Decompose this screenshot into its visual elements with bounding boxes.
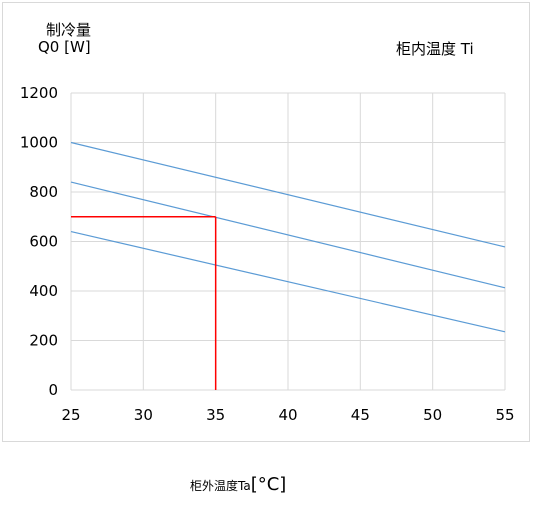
x-axis-unit: [°C] — [250, 474, 287, 495]
y-axis-label-line2: Q0 [W] — [38, 38, 91, 56]
grid — [70, 92, 506, 391]
y-tick-label: 400 — [29, 282, 58, 300]
series-group — [70, 141, 506, 333]
x-tick-label: 25 — [61, 406, 80, 424]
y-tick-label: 800 — [29, 183, 58, 201]
y-tick-label: 1200 — [20, 84, 58, 102]
y-tick-label: 0 — [48, 381, 58, 399]
series-line-3 — [70, 231, 506, 333]
x-tick-label: 35 — [206, 406, 225, 424]
y-tick-label: 200 — [29, 332, 58, 350]
series-line-2 — [70, 181, 506, 289]
x-tick-label: 45 — [351, 406, 370, 424]
x-tick-label: 40 — [278, 406, 297, 424]
x-ticks: 25 30 35 40 45 50 55 — [61, 406, 514, 424]
chart-frame — [2, 2, 530, 442]
x-tick-label: 30 — [134, 406, 153, 424]
x-tick-label: 55 — [495, 406, 514, 424]
series-line-1 — [70, 141, 506, 248]
x-axis-label: 柜外温度Ta[°C] — [190, 474, 286, 495]
x-tick-label: 50 — [423, 406, 442, 424]
y-axis-label-line1: 制冷量 — [46, 21, 92, 39]
legend-title: 柜内温度 Ti — [396, 40, 474, 58]
y-tick-label: 600 — [29, 233, 58, 251]
y-ticks: 0 200 400 600 800 1000 1200 — [20, 84, 58, 399]
x-axis-label-text: 柜外温度Ta — [190, 479, 251, 493]
annotation-group — [71, 216, 217, 390]
y-tick-label: 1000 — [20, 134, 58, 152]
